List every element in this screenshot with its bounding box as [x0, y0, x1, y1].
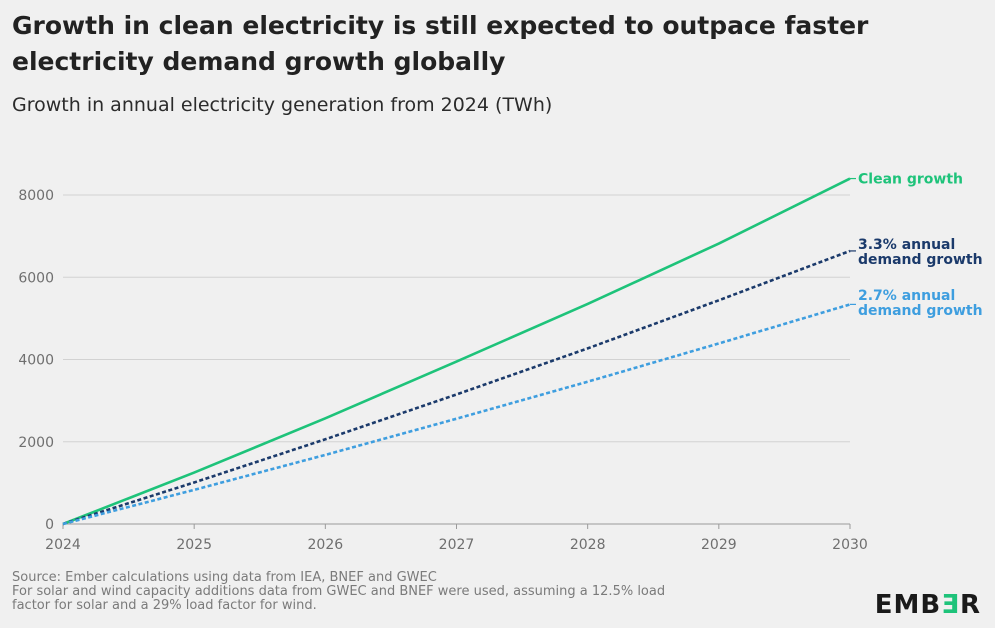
series-label-2: 2.7% annual — [858, 288, 955, 304]
x-tick-label: 2030 — [832, 537, 868, 553]
logo-text-start: EMB — [874, 590, 942, 620]
method-line-2: factor for solar and a 29% load factor f… — [12, 598, 317, 613]
x-tick-label: 2026 — [308, 537, 344, 553]
series-label-1: demand growth — [858, 252, 983, 268]
y-tick-label: 4000 — [18, 353, 54, 369]
logo-accent-letter: Ǝ — [941, 590, 960, 620]
logo-text-end: R — [959, 590, 981, 620]
source-footnote: Source: Ember calculations using data fr… — [12, 571, 812, 613]
x-tick-label: 2027 — [439, 537, 475, 553]
y-tick-label: 2000 — [18, 435, 54, 451]
series-line-0 — [62, 177, 851, 526]
series-label-0: Clean growth — [858, 172, 963, 188]
source-line: Source: Ember calculations using data fr… — [12, 570, 437, 585]
series-line-2 — [62, 303, 851, 526]
chart-subtitle: Growth in annual electricity generation … — [12, 94, 553, 116]
y-tick-label: 0 — [45, 517, 54, 533]
chart-title: Growth in clean electricity is still exp… — [12, 11, 869, 76]
gridlines — [63, 194, 850, 525]
series-label-1: 3.3% annual — [858, 237, 955, 253]
ember-logo: EMBƎR — [875, 590, 981, 620]
y-axis-ticks: 0 2000 4000 6000 8000 — [18, 188, 54, 533]
series-label-2: demand growth — [858, 303, 983, 319]
y-tick-label: 8000 — [18, 188, 54, 204]
x-tick-label: 2029 — [701, 537, 737, 553]
x-axis-ticks: 2024 2025 2026 2027 2028 2029 2030 — [45, 524, 868, 553]
x-tick-label: 2025 — [176, 537, 212, 553]
series-lines — [62, 177, 851, 526]
method-line-1: For solar and wind capacity additions da… — [12, 584, 666, 599]
x-tick-label: 2024 — [45, 537, 81, 553]
series-line-1 — [62, 249, 851, 526]
x-tick-label: 2028 — [570, 537, 606, 553]
y-tick-label: 6000 — [18, 270, 54, 286]
